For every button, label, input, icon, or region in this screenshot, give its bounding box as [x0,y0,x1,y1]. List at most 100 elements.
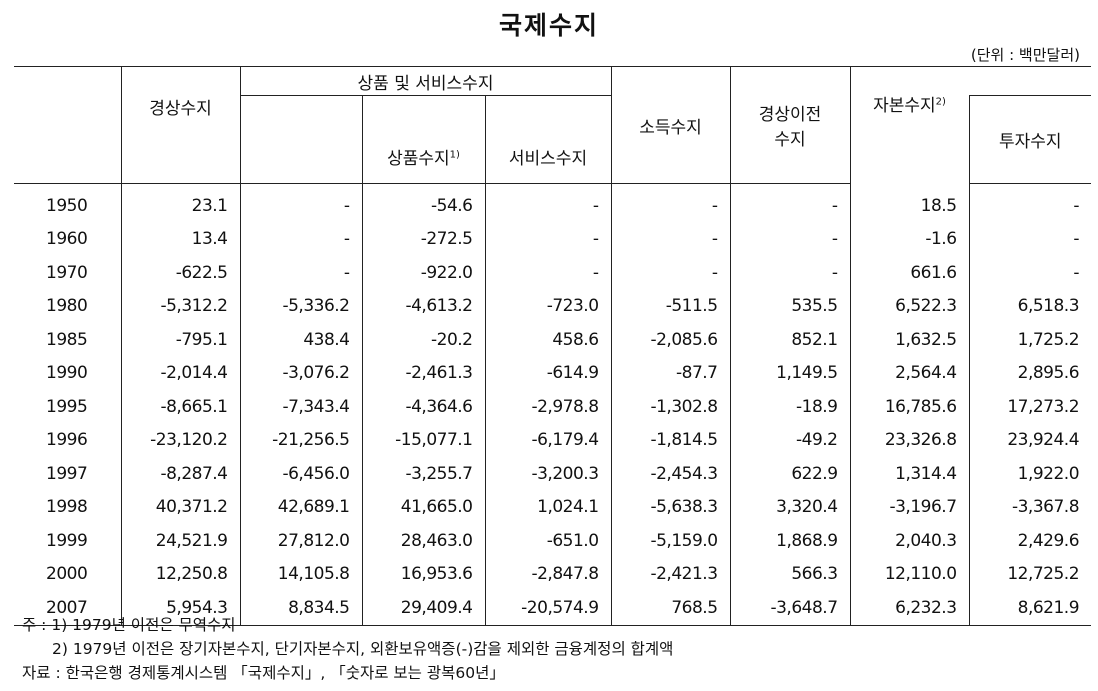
cell-gs: - [239,183,362,223]
cell-income: -2,085.6 [610,323,731,357]
cell-services: -2,978.8 [484,390,612,424]
cell-services: -20,574.9 [484,591,612,626]
cell-investment: 12,725.2 [968,557,1092,591]
cell-gs: 8,834.5 [239,591,362,626]
cell-goods: -2,461.3 [361,356,485,390]
cell-transfers: -3,648.7 [729,591,851,626]
cell-transfers: 1,868.9 [729,524,851,558]
cell-investment: 17,273.2 [968,390,1092,424]
cell-investment: 6,518.3 [968,289,1092,323]
cell-capital: 12,110.0 [849,557,970,591]
cell-current: 12,250.8 [120,557,240,591]
cell-current: 40,371.2 [120,490,240,524]
table-row: 1997 -8,287.4 -6,456.0 -3,255.7 -3,200.3 -2,4… [14,457,1092,491]
cell-gs: 438.4 [239,323,362,357]
goods-services-header: 상품 및 서비스수지 [239,65,612,97]
cell-investment: - [968,256,1092,290]
cell-year: 2007 [14,591,121,626]
cell-gs: 42,689.1 [239,490,362,524]
cell-investment: 1,725.2 [968,323,1092,357]
cell-investment: -3,367.8 [968,490,1092,524]
cell-goods: -15,077.1 [361,423,485,457]
cell-year: 1990 [46,363,88,384]
cell-capital: 661.6 [849,256,970,290]
cell-income: - [610,183,731,223]
cell-current: -8,287.4 [120,457,240,491]
table-row: 1995 -8,665.1 -7,343.4 -4,364.6 -2,978.8 -1,3… [14,390,1092,424]
data-rows: 1950 23.1- -54.6- - -18.5-1960 13.4- -272.5- - -… [14,183,1092,626]
cell-current: -2,014.4 [120,356,240,390]
cell-transfers: -18.9 [729,390,851,424]
cell-transfers: - [729,222,851,256]
cell-year: 1970 [46,262,88,283]
cell-income: - [610,256,731,290]
cell-investment: - [968,183,1092,223]
cell-income: -511.5 [610,289,731,323]
cell-year: 1950 [46,195,88,216]
investment-top-spacer [969,65,1092,97]
balance-of-payments-table: 경상수지 상품 및 서비스수지 소득수지 경상이전 수지 자본수지2) 상품수지1) 서비스수… [14,65,1092,626]
cell-gs: - [239,222,362,256]
cell-current: -8,665.1 [120,390,240,424]
cell-year: 1960 [46,229,88,250]
cell-transfers: 3,320.4 [729,490,851,524]
table-row: 1985 -795.1 438.4 -20.2 458.6 -2,085.6 852.1 1,… [14,323,1092,357]
table-row: 2000 12,250.8 14,105.8 16,953.6 -2,847.8 -2,4… [14,557,1092,591]
table-row: 1996 -23,120.2 -21,256.5 -15,077.1 -6,179.4-… [14,423,1092,457]
table-row: 1950 23.1- -54.6- - -18.5- [14,183,1092,223]
cell-services: -2,847.8 [484,557,612,591]
cell-year: 1985 [46,329,88,350]
cell-transfers: 535.5 [729,289,851,323]
cell-services: 1,024.1 [484,490,612,524]
cell-income: -1,814.5 [610,423,731,457]
cell-goods: -3,255.7 [361,457,485,491]
table-row: 1970 -622.5- -922.0- - -661.6- [14,256,1092,290]
cell-capital: 6,522.3 [849,289,970,323]
cell-current: -5,312.2 [120,289,240,323]
cell-gs: - [239,256,362,290]
cell-goods: 41,665.0 [361,490,485,524]
goods-services-total-header [240,95,363,184]
page-title: 국제수지 [498,11,599,40]
cell-gs: -5,336.2 [239,289,362,323]
cell-services: - [484,222,612,256]
cell-income: -5,159.0 [610,524,731,558]
cell-income: 768.5 [610,591,731,626]
cell-investment: 2,429.6 [968,524,1092,558]
unit-label: (단위 : 백만달러) [970,46,1080,64]
table-row: 1980 -5,312.2 -5,336.2 -4,613.2 -723.0 -511.5… [14,289,1092,323]
cell-goods: 29,409.4 [361,591,485,626]
cell-capital: -3,196.7 [849,490,970,524]
cell-capital: 18.5 [849,183,970,223]
cell-services: 458.6 [484,323,612,357]
capital-account-header: 자본수지2) [849,66,970,184]
cell-capital: 23,326.8 [849,423,970,457]
cell-income: -1,302.8 [610,390,731,424]
cell-income: -2,421.3 [610,557,731,591]
cell-services: -723.0 [484,289,612,323]
cell-current: -622.5 [120,256,240,290]
cell-capital: 6,232.3 [849,591,970,626]
cell-goods: -922.0 [361,256,485,290]
cell-current: 5,954.3 [120,591,240,626]
cell-transfers: 622.9 [729,457,851,491]
cell-services: - [484,183,612,223]
cell-year: 1999 [46,530,88,551]
cell-investment: - [968,222,1092,256]
table-row: 1990 -2,014.4 -3,076.2 -2,461.3 -614.9 -87.7 1… [14,356,1092,390]
cell-goods: -4,613.2 [361,289,485,323]
income-header: 소득수지 [610,66,731,184]
cell-gs: 14,105.8 [239,557,362,591]
cell-goods: -272.5 [361,222,485,256]
cell-current: -23,120.2 [120,423,240,457]
cell-investment: 8,621.9 [968,591,1092,626]
cell-year: 1998 [46,497,88,518]
cell-services: -651.0 [484,524,612,558]
cell-goods: -4,364.6 [361,390,485,424]
cell-current: 24,521.9 [120,524,240,558]
cell-services: -614.9 [484,356,612,390]
cell-goods: 28,463.0 [361,524,485,558]
current-account-header: 경상수지 [120,66,241,184]
cell-gs: -21,256.5 [239,423,362,457]
footnote-1: 주 : 1) 1979년 이전은 무역수지 [22,616,236,634]
